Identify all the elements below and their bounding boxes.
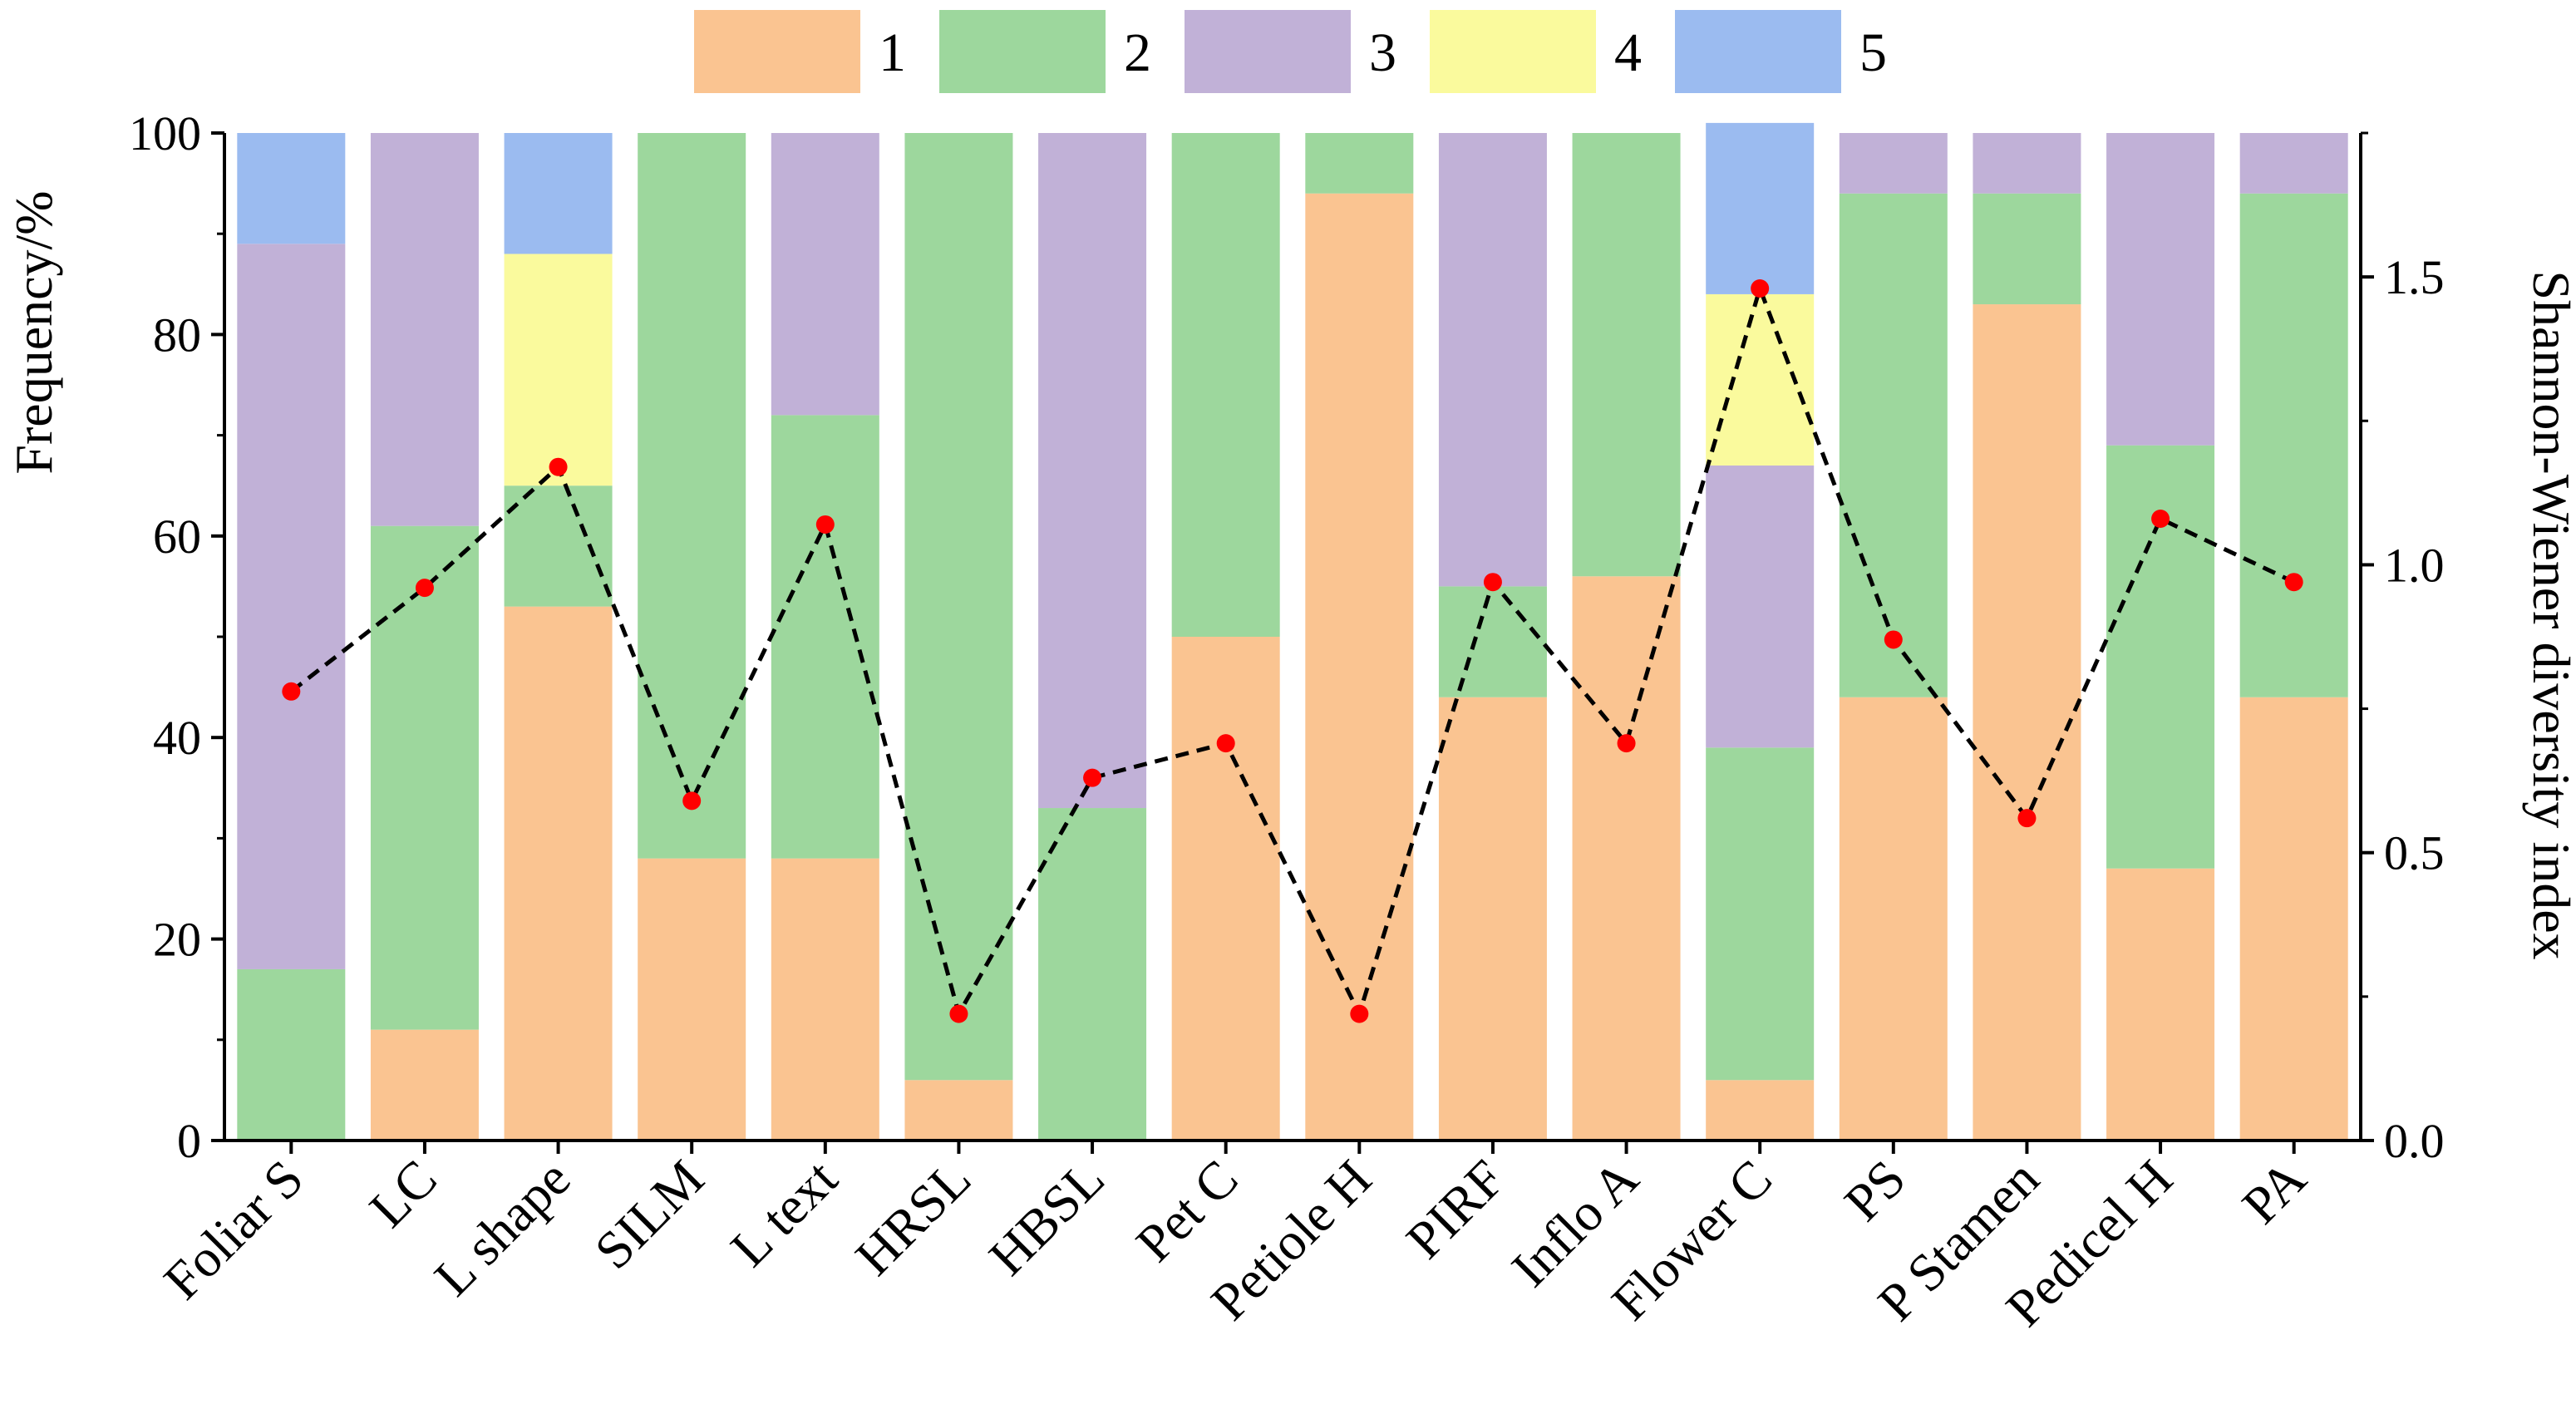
bar-foliar-s-series-3 (237, 244, 346, 969)
bar-p-stamen-series-3 (1973, 133, 2081, 194)
legend: 1 2 3 4 5 (694, 10, 1887, 93)
bar-pet-c-series-1 (1171, 637, 1280, 1141)
bar-ps-series-3 (1839, 133, 1948, 194)
bar-l-shape-series-5 (504, 133, 613, 254)
bar-pedicel-h-series-1 (2106, 868, 2215, 1141)
legend-label-3: 3 (1369, 22, 1396, 83)
diversity-point-lc (415, 579, 434, 598)
x-tick-label-silm: SILM (584, 1149, 715, 1280)
y-tick-label-right: 0.5 (2384, 826, 2445, 880)
bar-lc-series-2 (370, 525, 479, 1030)
legend-label-1: 1 (879, 22, 906, 83)
legend-swatch-2 (939, 10, 1106, 93)
x-tick-label-pirf: PIRF (1395, 1149, 1516, 1270)
legend-swatch-4 (1430, 10, 1596, 93)
x-tick-label-pet-c: Pet C (1125, 1149, 1249, 1274)
legend-label-4: 4 (1614, 22, 1642, 83)
x-tick-label-foliar-s: Foliar S (152, 1149, 314, 1311)
diversity-point-petiole-h (1350, 1004, 1369, 1023)
bar-pa-series-3 (2239, 133, 2348, 194)
bar-l-shape-series-2 (504, 485, 613, 607)
bar-pa-series-2 (2239, 193, 2348, 697)
x-tick-label-l-text: L text (719, 1149, 848, 1278)
bar-l-text-series-2 (771, 415, 879, 859)
bar-hrsl-series-1 (904, 1080, 1013, 1141)
bar-pirf-series-1 (1438, 697, 1547, 1141)
bar-inflo-a-series-2 (1572, 133, 1681, 577)
legend-swatch-1 (694, 10, 860, 93)
bar-petiole-h-series-2 (1305, 133, 1414, 194)
bar-silm-series-1 (638, 858, 746, 1141)
y-tick-label-left: 100 (129, 106, 201, 160)
bar-pirf-series-3 (1438, 133, 1547, 587)
bar-flower-c-series-2 (1706, 747, 1815, 1081)
bar-pa-series-1 (2239, 697, 2348, 1141)
y-tick-label-left: 80 (153, 308, 201, 362)
bar-lc-series-3 (370, 133, 479, 526)
bar-p-stamen-series-1 (1973, 304, 2081, 1141)
x-tick-label-lc: LC (358, 1149, 448, 1239)
bar-pirf-series-2 (1438, 586, 1547, 697)
diversity-point-flower-c (1751, 278, 1770, 298)
x-tick-label-pa: PA (2231, 1149, 2317, 1235)
x-tick-label-ps: PS (1833, 1149, 1917, 1233)
y-axis-title-right: Shannon-Wiener diversity index (2522, 270, 2576, 959)
bar-pedicel-h-series-3 (2106, 133, 2215, 446)
bar-hbsl-series-2 (1038, 808, 1147, 1141)
diversity-point-foliar-s (282, 682, 301, 701)
diversity-point-pet-c (1216, 734, 1235, 753)
bar-l-shape-series-4 (504, 254, 613, 486)
bar-flower-c-series-3 (1706, 465, 1815, 748)
y-tick-label-right: 1.5 (2384, 250, 2445, 304)
diversity-point-l-shape (549, 457, 568, 476)
bar-p-stamen-series-2 (1973, 193, 2081, 305)
diversity-point-p-stamen (2017, 809, 2037, 828)
bar-inflo-a-series-1 (1572, 576, 1681, 1141)
legend-label-5: 5 (1859, 22, 1887, 83)
bar-hbsl-series-3 (1038, 133, 1147, 809)
x-tick-label-l-shape: L shape (423, 1149, 582, 1308)
bar-foliar-s-series-5 (237, 133, 346, 244)
diversity-index-line (289, 282, 2295, 1020)
diversity-point-ps (1884, 630, 1903, 649)
bar-silm-series-2 (638, 133, 746, 859)
bar-ps-series-1 (1839, 697, 1948, 1141)
legend-label-2: 2 (1124, 22, 1151, 83)
bar-pet-c-series-2 (1171, 133, 1280, 637)
bar-l-text-series-1 (771, 858, 879, 1141)
y-tick-label-right: 0.0 (2384, 1114, 2445, 1168)
bars-group (237, 122, 2348, 1141)
diversity-point-inflo-a (1617, 734, 1636, 753)
bar-flower-c-series-1 (1706, 1080, 1815, 1141)
bar-flower-c-series-5 (1706, 122, 1815, 294)
diversity-point-hrsl (949, 1004, 968, 1023)
diversity-point-l-text (815, 515, 835, 534)
diversity-point-pa (2284, 573, 2303, 592)
x-tick-label-hrsl: HRSL (844, 1149, 982, 1287)
bar-hrsl-series-2 (904, 133, 1013, 1081)
bar-l-text-series-3 (771, 133, 879, 416)
bar-petiole-h-series-1 (1305, 193, 1414, 1141)
bar-l-shape-series-1 (504, 606, 613, 1141)
legend-swatch-5 (1675, 10, 1841, 93)
bar-ps-series-2 (1839, 193, 1948, 697)
bar-foliar-s-series-2 (237, 968, 346, 1141)
diversity-point-hbsl (1083, 768, 1102, 787)
y-tick-label-right: 1.0 (2384, 538, 2445, 592)
legend-swatch-3 (1185, 10, 1351, 93)
y-tick-label-left: 20 (153, 913, 201, 967)
bar-lc-series-1 (370, 1029, 479, 1141)
bar-flower-c-series-4 (1706, 293, 1815, 466)
bar-pedicel-h-series-2 (2106, 445, 2215, 869)
y-axis-title-left: Frequency/% (4, 190, 63, 474)
diversity-point-pedicel-h (2151, 510, 2170, 529)
y-tick-label-left: 60 (153, 510, 201, 564)
x-tick-label-hbsl: HBSL (978, 1149, 1116, 1287)
y-tick-label-left: 0 (177, 1114, 201, 1168)
diversity-line-group (282, 278, 2303, 1023)
y-tick-label-left: 40 (153, 711, 201, 765)
diversity-point-silm (682, 791, 702, 811)
diversity-point-pirf (1483, 573, 1502, 592)
